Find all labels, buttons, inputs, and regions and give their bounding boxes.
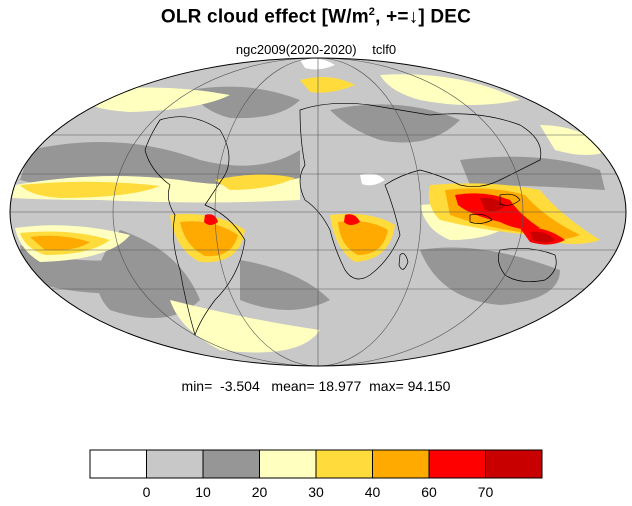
graticule [9, 57, 627, 367]
colorbar-swatch [372, 449, 430, 479]
colorbar-swatch [202, 449, 260, 479]
run-label: ngc2009(2020-2020) [235, 42, 357, 57]
plot-title: OLR cloud effect [W/m2, +=↓] DEC [160, 6, 472, 28]
colorbar-swatch [315, 449, 373, 479]
colorbar-swatch [485, 449, 543, 479]
variable-label: tclf0 [372, 42, 397, 57]
colorbar-swatch [259, 449, 317, 479]
field-statistics: min= -3.504 mean= 18.977 max= 94.150 [181, 378, 451, 394]
colorbar-swatch [146, 449, 204, 479]
colorbar-swatch [428, 449, 486, 479]
colorbar-tick-label: 30 [308, 484, 324, 500]
colorbar-tick-label: 60 [421, 484, 437, 500]
colorbar-tick-label: 0 [142, 484, 151, 500]
colorbar-tick-label: 70 [477, 484, 494, 500]
coastlines [144, 102, 557, 337]
colorbar-tick-label: 10 [195, 484, 211, 500]
colorbar-tick-label: 20 [251, 484, 268, 500]
colorbar-swatch [89, 449, 147, 479]
colorbar-tick-label: 40 [364, 484, 381, 500]
plot-subtitle: ngc2009(2020-2020) tclf0 [0, 42, 632, 57]
